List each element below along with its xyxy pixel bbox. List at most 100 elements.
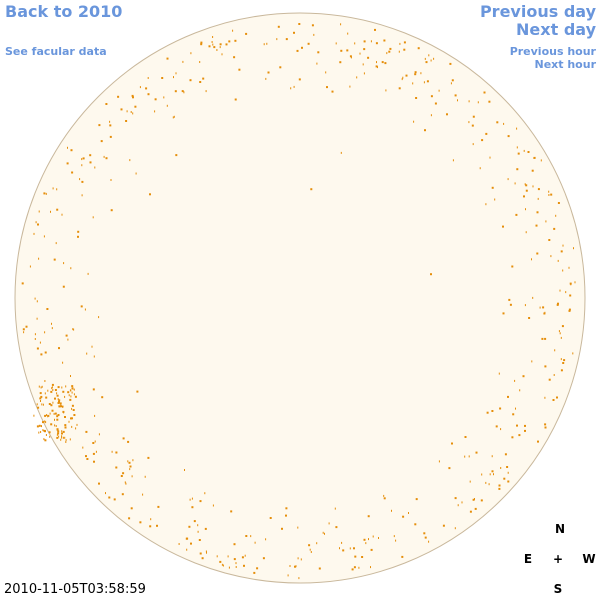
facula	[234, 98, 237, 101]
facula	[289, 565, 291, 567]
facula	[548, 378, 551, 381]
facula	[54, 397, 56, 400]
facula	[541, 337, 544, 340]
facula	[572, 352, 574, 355]
facula	[277, 25, 280, 28]
facula	[507, 480, 510, 483]
facula	[73, 414, 76, 416]
facula	[309, 548, 311, 551]
facula	[45, 434, 47, 436]
facula	[295, 565, 297, 568]
compass-center: +	[552, 552, 564, 566]
facula	[92, 452, 95, 455]
facula	[269, 517, 272, 519]
facula	[39, 397, 42, 400]
facula	[557, 202, 560, 204]
facula	[51, 387, 53, 390]
facula	[115, 466, 118, 469]
facula	[532, 296, 534, 299]
facula	[50, 390, 53, 393]
facula	[374, 28, 376, 31]
facula	[539, 306, 541, 309]
facula	[548, 190, 550, 193]
facula	[502, 312, 505, 315]
facula	[322, 531, 324, 534]
facula	[127, 440, 130, 443]
facula	[36, 347, 39, 350]
facula	[67, 338, 69, 341]
facula	[172, 116, 174, 119]
facula	[232, 29, 234, 32]
facula	[562, 362, 565, 364]
facula	[353, 547, 355, 550]
facular-link[interactable]: See facular data	[5, 45, 107, 58]
facula	[40, 400, 41, 402]
facula	[370, 40, 372, 43]
facula	[293, 31, 295, 34]
facula	[235, 562, 237, 565]
next-day-link[interactable]: Next day	[516, 20, 596, 39]
facula	[256, 567, 259, 570]
facula	[115, 451, 118, 454]
facula	[82, 157, 85, 160]
facula	[555, 214, 557, 217]
facula	[489, 473, 491, 476]
facula	[205, 550, 207, 553]
facula	[204, 492, 206, 495]
facula	[71, 171, 74, 174]
next-hour-link[interactable]: Next hour	[534, 58, 597, 71]
facula	[574, 281, 576, 284]
facula	[25, 325, 28, 328]
facula	[147, 93, 150, 96]
facula	[287, 574, 289, 577]
facula	[340, 23, 342, 26]
facula	[213, 46, 216, 49]
facula	[21, 282, 24, 285]
facula	[301, 46, 303, 49]
facula	[53, 258, 56, 261]
facula	[56, 433, 58, 436]
facula	[36, 403, 38, 406]
facula	[511, 436, 514, 439]
facula	[51, 383, 54, 386]
facula	[481, 139, 484, 142]
facula	[335, 42, 337, 45]
facula	[464, 436, 467, 438]
facula	[433, 57, 435, 60]
solar-disk	[14, 12, 586, 584]
facula	[33, 414, 35, 417]
facula	[47, 414, 50, 417]
facula	[60, 403, 62, 406]
facula	[402, 515, 405, 518]
facula	[485, 203, 487, 206]
facula	[64, 416, 66, 418]
facula	[279, 66, 282, 69]
facula	[149, 193, 151, 196]
facula	[193, 520, 196, 523]
facula	[199, 500, 202, 503]
facula	[378, 537, 379, 539]
previous-hour-link[interactable]: Previous hour	[509, 45, 596, 58]
facula	[71, 387, 74, 390]
facula	[359, 52, 361, 55]
facula	[391, 509, 392, 512]
facula	[425, 61, 428, 64]
facula	[290, 87, 292, 90]
facula	[82, 446, 84, 449]
facula	[479, 167, 481, 170]
back-link[interactable]: Back to 2010	[5, 2, 123, 21]
facula	[527, 151, 530, 153]
facula	[507, 135, 510, 138]
facula	[325, 71, 327, 74]
facula	[182, 60, 184, 63]
facula	[461, 501, 463, 504]
facula	[535, 224, 538, 227]
facula	[413, 120, 415, 123]
previous-day-link[interactable]: Previous day	[479, 2, 596, 21]
facula	[438, 89, 440, 92]
facula	[154, 110, 156, 113]
facula	[173, 76, 174, 79]
facula	[488, 100, 491, 103]
